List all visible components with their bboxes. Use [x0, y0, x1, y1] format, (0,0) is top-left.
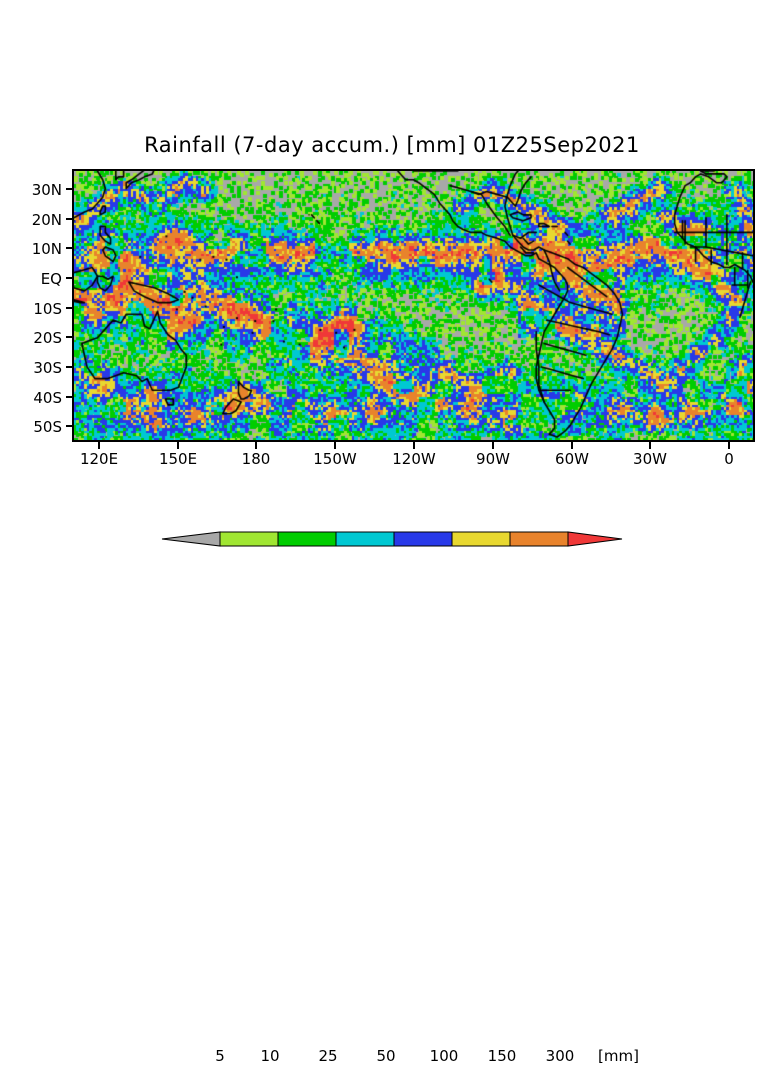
x-tick-label-180: 180	[241, 450, 271, 468]
x-tick-label-30w: 30W	[633, 450, 667, 468]
x-tick-0	[728, 442, 730, 449]
x-tick-label-90w: 90W	[476, 450, 510, 468]
y-tick-label-20n: 20N	[31, 211, 62, 229]
y-tick-label-20s: 20S	[33, 329, 62, 347]
y-tick-label-10s: 10S	[33, 300, 62, 318]
y-tick-label-40s: 40S	[33, 389, 62, 407]
colorbar-tick-label-50: 50	[376, 1047, 396, 1065]
x-tick-label-0: 0	[724, 450, 734, 468]
x-tick-180	[255, 442, 257, 449]
y-tick-label-eq: EQ	[40, 270, 62, 288]
rainfall-map-figure: Rainfall (7-day accum.) [mm] 01Z25Sep202…	[0, 133, 784, 1065]
x-tick-label-150e: 150E	[158, 450, 198, 468]
colorbar-tick-label-25: 25	[318, 1047, 338, 1065]
x-tick-30w	[649, 442, 651, 449]
colorbar-tick-label-300: 300	[545, 1047, 575, 1065]
x-tick-label-60w: 60W	[555, 450, 589, 468]
x-tick-150e	[177, 442, 179, 449]
y-tick-label-30s: 30S	[33, 359, 62, 377]
colorbar-tick-label-5: 5	[215, 1047, 225, 1065]
colorbar-tick-label-100: 100	[429, 1047, 459, 1065]
y-tick-label-30n: 30N	[31, 181, 62, 199]
y-tick-label-50s: 50S	[33, 418, 62, 436]
x-tick-60w	[571, 442, 573, 449]
page-title: Rainfall (7-day accum.) [mm] 01Z25Sep202…	[144, 133, 640, 157]
x-tick-label-150w: 150W	[313, 450, 357, 468]
colorbar-svg	[161, 531, 623, 547]
rainfall-heatmap-canvas	[74, 171, 753, 440]
x-tick-120e	[98, 442, 100, 449]
colorbar-unit-label: [mm]	[598, 1047, 639, 1065]
x-tick-90w	[492, 442, 494, 449]
x-tick-150w	[334, 442, 336, 449]
colorbar-tick-label-150: 150	[487, 1047, 517, 1065]
y-tick-label-10n: 10N	[31, 240, 62, 258]
x-tick-label-120w: 120W	[392, 450, 436, 468]
map-plot-area	[72, 169, 755, 442]
colorbar: 5 10 25 50 100 150 300 [mm]	[0, 505, 784, 1065]
colorbar-tick-label-10: 10	[260, 1047, 280, 1065]
x-tick-120w	[413, 442, 415, 449]
x-tick-label-120e: 120E	[79, 450, 119, 468]
